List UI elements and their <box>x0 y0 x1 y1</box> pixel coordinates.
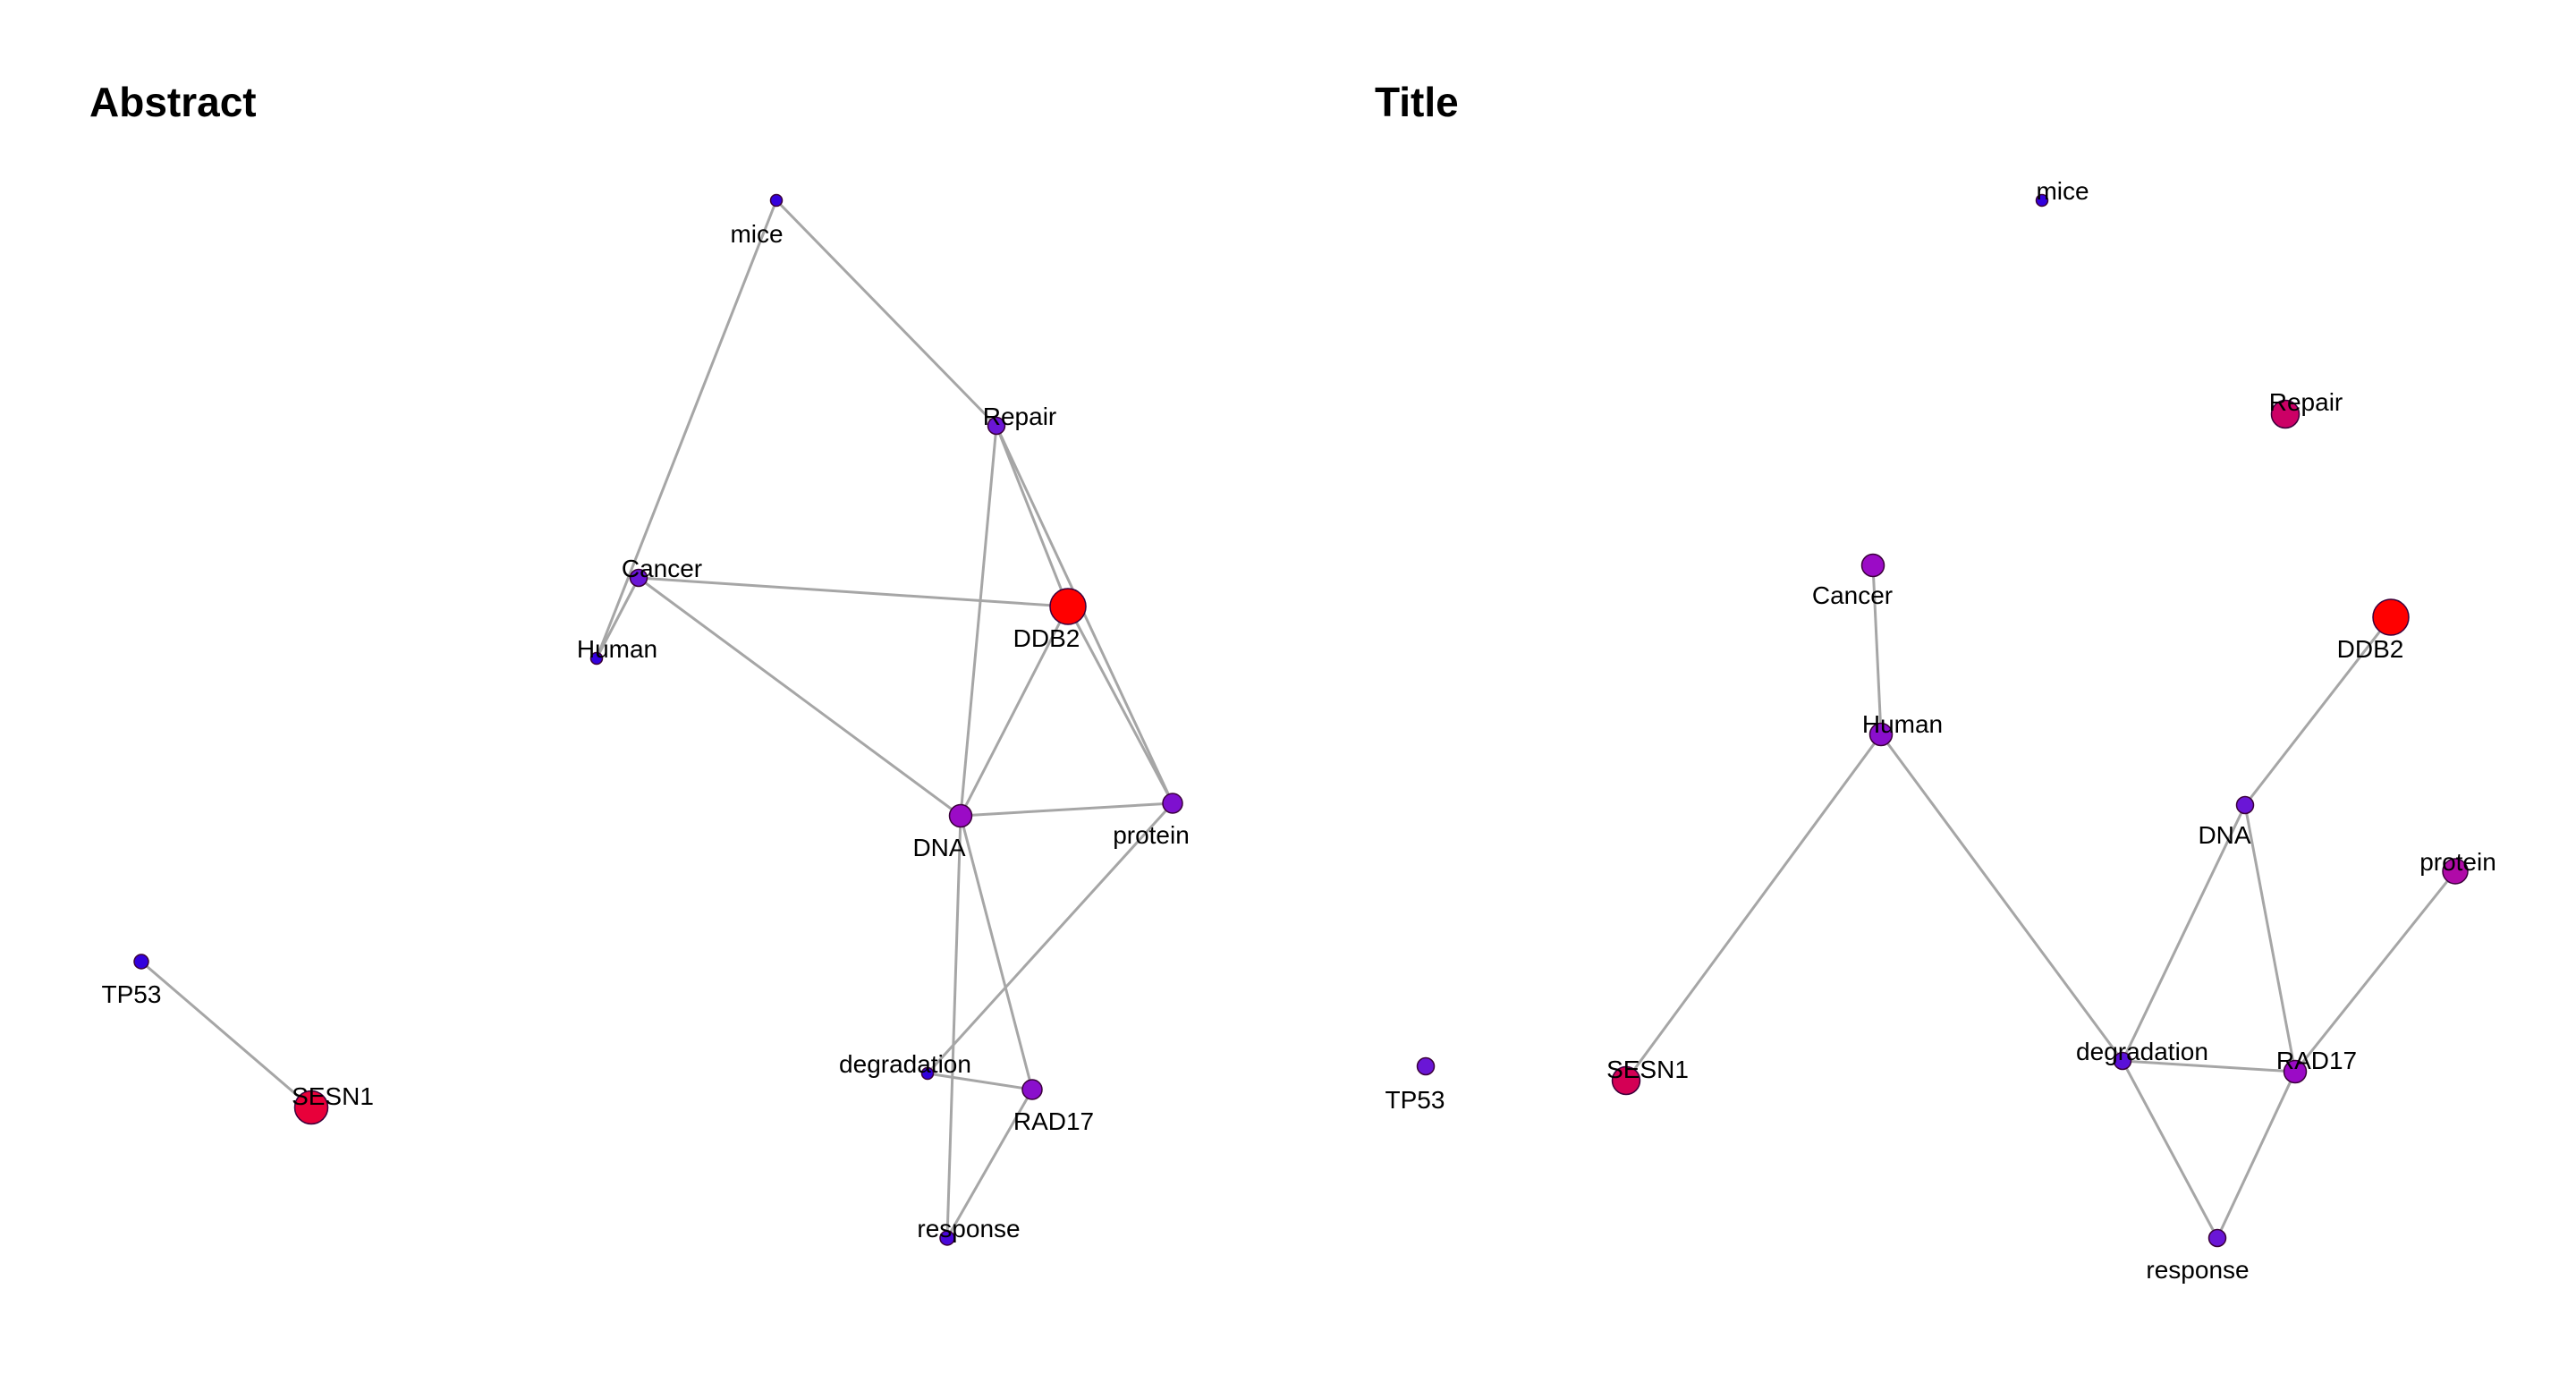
abstract-edge-tp53-sesn1 <box>140 960 312 1109</box>
title-edges <box>1624 564 2457 1239</box>
abstract-node-sesn1 <box>293 1090 329 1125</box>
title-node-mice <box>2035 193 2049 208</box>
title-edge-degradation-rad17 <box>2122 1059 2296 1073</box>
abstract-edge-mice-repair <box>775 199 998 428</box>
abstract-node-cancer <box>629 568 648 588</box>
abstract-label-repair: Repair <box>983 403 1056 430</box>
title-node-cancer <box>1860 553 1885 578</box>
abstract-node-degradation <box>920 1066 935 1081</box>
abstract-label-cancer: Cancer <box>622 555 702 582</box>
title-label-dna: DNA <box>2198 821 2250 849</box>
title-edge-dna-rad17 <box>2243 804 2297 1073</box>
abstract-edge-ddb2-protein <box>1066 606 1174 804</box>
abstract-node-dna <box>948 803 973 828</box>
abstract-node-response <box>939 1230 955 1246</box>
abstract-edge-dna-response <box>945 815 962 1239</box>
abstract-edge-dna-rad17 <box>959 815 1034 1090</box>
abstract-edge-cancer-ddb2 <box>638 576 1069 608</box>
abstract-edge-cancer-human <box>595 577 640 659</box>
title-node-ddb2 <box>2372 598 2410 636</box>
abstract-edge-dna-protein <box>960 802 1174 818</box>
title-label-response: response <box>2146 1256 2249 1284</box>
abstract-label-sesn1: SESN1 <box>292 1082 374 1110</box>
abstract-label-rad17: RAD17 <box>1013 1107 1094 1135</box>
title-network-panel: Title mice Repair Cancer DDB2 Human DNA protei… <box>1375 79 2496 1284</box>
title-node-human <box>1868 722 1894 747</box>
title-edge-human-sesn1 <box>1624 734 1883 1081</box>
title-label-repair: Repair <box>2269 388 2343 416</box>
abstract-node-mice <box>769 193 784 208</box>
abstract-labels: mice Repair Cancer Human DDB2 DNA protein TP53 S… <box>102 220 1190 1243</box>
title-nodes <box>1416 193 2469 1248</box>
abstract-edge-rad17-response <box>945 1089 1034 1239</box>
title-edge-cancer-human <box>1871 564 1883 735</box>
abstract-node-tp53 <box>133 954 149 970</box>
abstract-label-tp53: TP53 <box>102 980 162 1008</box>
abstract-edge-degradation-rad17 <box>927 1072 1033 1091</box>
abstract-edges <box>140 199 1174 1239</box>
title-node-degradation <box>2113 1051 2132 1071</box>
abstract-node-human <box>589 651 604 666</box>
abstract-label-mice: mice <box>730 220 783 248</box>
title-label-rad17: RAD17 <box>2276 1047 2357 1074</box>
title-edge-dna-degradation <box>2121 804 2247 1062</box>
abstract-edge-ddb2-dna <box>959 606 1070 817</box>
title-label-tp53: TP53 <box>1385 1086 1445 1114</box>
abstract-label-human: Human <box>577 635 657 663</box>
abstract-label-dna: DNA <box>912 834 965 861</box>
title-labels: mice Repair Cancer DDB2 Human DNA protein TP53 S… <box>1385 177 2496 1284</box>
abstract-node-rad17 <box>1021 1079 1043 1100</box>
abstract-network-panel: Abstract mice Repair Cancer Human DDB2 DNA pro… <box>89 79 1190 1246</box>
abstract-label-degradation: degradation <box>839 1050 971 1078</box>
abstract-edge-repair-dna <box>959 425 998 817</box>
abstract-edge-protein-degradation <box>926 802 1174 1075</box>
title-node-rad17 <box>2283 1059 2308 1084</box>
abstract-edge-repair-ddb2 <box>995 425 1070 607</box>
title-label-protein: protein <box>2419 848 2496 876</box>
title-edge-degradation-response <box>2121 1060 2219 1239</box>
title-node-tp53 <box>1416 1056 1436 1076</box>
title-label-degradation: degradation <box>2076 1038 2208 1065</box>
title-node-protein <box>2442 858 2469 885</box>
abstract-edge-cancer-dna <box>638 576 962 818</box>
abstract-edge-mice-human <box>595 199 778 659</box>
abstract-label-response: response <box>917 1215 1020 1243</box>
abstract-node-repair <box>987 416 1006 436</box>
abstract-label-ddb2: DDB2 <box>1013 624 1080 652</box>
title-label-sesn1: SESN1 <box>1606 1056 1689 1083</box>
title-edge-rad17-response <box>2216 1071 2297 1239</box>
title-node-sesn1 <box>1611 1065 1641 1096</box>
title-panel-title: Title <box>1375 79 1459 125</box>
title-node-repair <box>2270 399 2301 429</box>
abstract-nodes <box>133 193 1183 1246</box>
abstract-node-ddb2 <box>1049 588 1087 625</box>
abstract-label-protein: protein <box>1113 821 1190 849</box>
title-edge-protein-rad17 <box>2293 870 2457 1073</box>
title-node-response <box>2207 1228 2227 1248</box>
title-label-human: Human <box>1862 710 1943 738</box>
abstract-node-protein <box>1162 793 1183 814</box>
title-label-ddb2: DDB2 <box>2337 635 2404 663</box>
abstract-panel-title: Abstract <box>89 79 257 125</box>
title-edge-ddb2-dna <box>2243 616 2393 806</box>
title-label-cancer: Cancer <box>1812 581 1893 609</box>
title-label-mice: mice <box>2036 177 2089 205</box>
title-node-dna <box>2235 795 2255 815</box>
title-edge-human-degradation <box>1879 734 2124 1062</box>
